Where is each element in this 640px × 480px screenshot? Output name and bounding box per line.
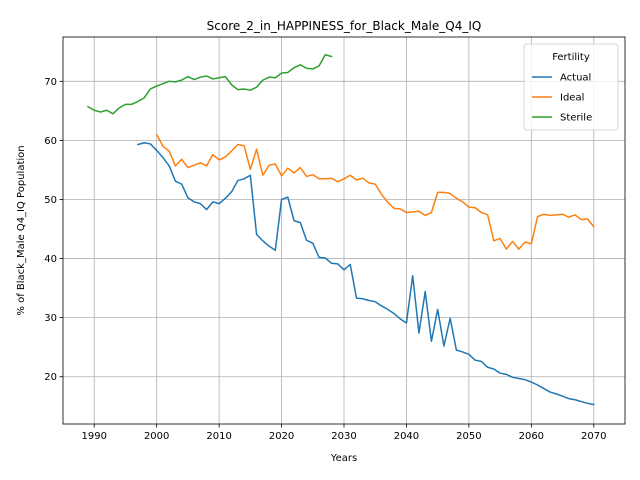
x-tick-label: 2020 — [269, 431, 294, 442]
legend: Fertility Actual Ideal Sterile — [523, 43, 619, 131]
x-axis-label: Years — [330, 453, 357, 464]
y-tick-label: 40 — [44, 254, 57, 265]
legend-title: Fertility — [552, 52, 590, 63]
y-tick-label: 60 — [44, 136, 57, 147]
x-tick-label: 2040 — [394, 431, 419, 442]
legend-label-actual: Actual — [560, 73, 591, 84]
legend-label-sterile: Sterile — [560, 113, 592, 124]
x-tick-label: 2070 — [581, 431, 606, 442]
series-line-actual — [137, 142, 595, 406]
x-tick-label: 2050 — [456, 431, 481, 442]
legend-label-ideal: Ideal — [560, 93, 584, 104]
series-lines — [86, 53, 595, 406]
y-tick-label: 50 — [44, 195, 57, 206]
legend-box — [523, 43, 619, 131]
chart-title: Score_2_in_HAPPINESS_for_Black_Male_Q4_I… — [207, 19, 482, 33]
series-line-sterile — [86, 53, 333, 115]
x-tick-label: 2000 — [144, 431, 169, 442]
series-line-ideal — [155, 133, 595, 250]
axis-ticks: 1990 2000 2010 2020 2030 2040 2050 2060 20702030… — [44, 77, 606, 442]
y-axis-label: % of Black_Male Q4_IQ Population — [16, 145, 27, 315]
y-tick-label: 20 — [44, 372, 57, 383]
y-tick-label: 70 — [44, 77, 57, 88]
x-tick-label: 2030 — [331, 431, 356, 442]
x-tick-label: 2010 — [206, 431, 231, 442]
x-tick-label: 2060 — [519, 431, 544, 442]
y-tick-label: 30 — [44, 313, 57, 324]
x-tick-label: 1990 — [81, 431, 106, 442]
